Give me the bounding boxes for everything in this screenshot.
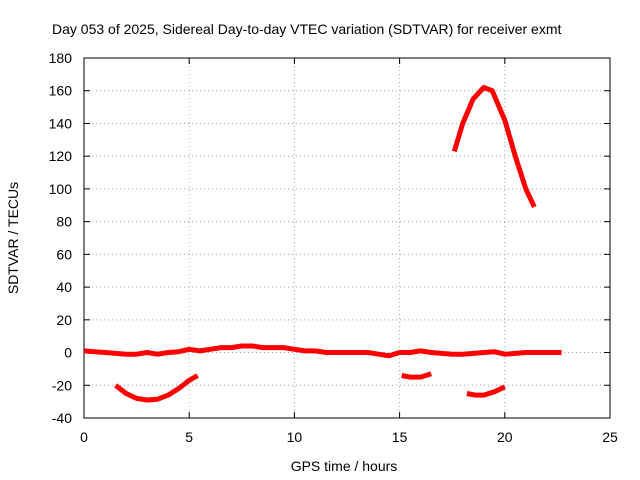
x-tick-label: 15 (392, 429, 408, 445)
series-line-baseline (83, 343, 562, 359)
chart-title: Day 053 of 2025, Sidereal Day-to-day VTE… (52, 21, 561, 37)
y-tick-label: 0 (64, 345, 72, 361)
x-axis-label: GPS time / hours (291, 458, 398, 474)
plot-frame (83, 57, 611, 419)
y-tick-label: 20 (56, 312, 72, 328)
series-group (83, 85, 562, 403)
y-tick-label: 40 (56, 279, 72, 295)
y-tick-label: -40 (52, 410, 72, 426)
y-axis-ticks: -40 -20 0 20 40 60 80 100 120 140 160 180 (49, 50, 610, 426)
y-tick-label: 100 (49, 181, 73, 197)
grid-lines (84, 58, 610, 418)
y-tick-label: -20 (52, 377, 72, 393)
series-line-arc-2 (401, 371, 432, 380)
y-tick-label: 80 (56, 214, 72, 230)
x-tick-label: 25 (602, 429, 618, 445)
y-tick-label: 140 (49, 115, 73, 131)
x-axis-ticks: 0 5 10 15 20 25 (80, 58, 618, 445)
series-line-arc-1 (114, 373, 199, 403)
series-line-arc-4 (451, 85, 537, 208)
x-tick-label: 0 (80, 429, 88, 445)
x-tick-label: 10 (287, 429, 303, 445)
series-line-arc-3 (466, 384, 506, 398)
x-tick-label: 5 (185, 429, 193, 445)
y-tick-label: 60 (56, 246, 72, 262)
x-tick-label: 20 (497, 429, 513, 445)
y-tick-label: 120 (49, 148, 73, 164)
y-tick-label: 160 (49, 83, 73, 99)
y-axis-label: SDTVAR / TECUs (5, 182, 21, 294)
y-tick-label: 180 (49, 50, 73, 66)
